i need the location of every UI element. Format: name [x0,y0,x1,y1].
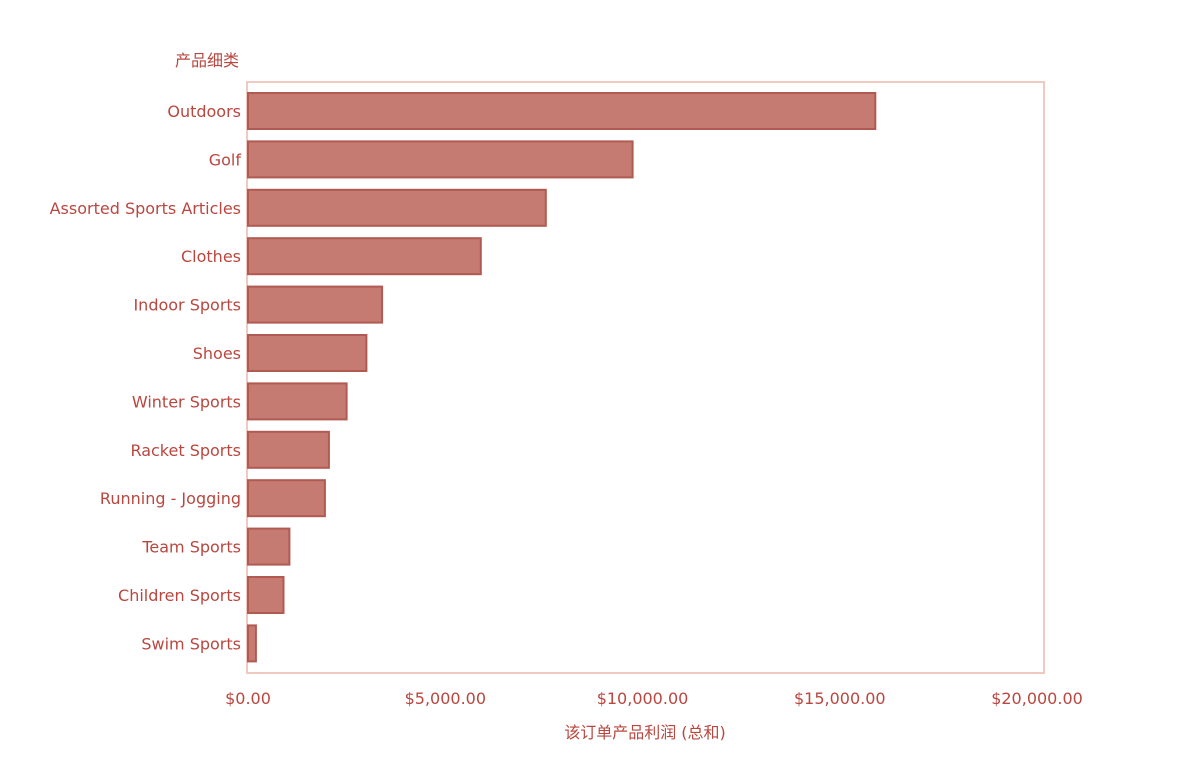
category-label: Children Sports [118,586,241,605]
category-label: Shoes [193,344,241,363]
bar-team-sports [247,527,291,566]
bar-shoes [247,334,368,372]
bar-children-sports [247,576,285,614]
x-tick-label: $0.00 [225,689,271,708]
y-axis-title: 产品细类 [175,51,239,70]
x-tick-label: $10,000.00 [597,689,689,708]
category-label: Indoor Sports [133,296,241,315]
bar-outdoors [247,92,877,130]
bar-running-jogging [247,479,326,518]
bar-golf [247,140,634,179]
category-label: Clothes [181,247,241,266]
category-label: Outdoors [167,102,241,121]
x-axis-ticks: $0.00 $5,000.00 $10,000.00 $15,000.00 $20,00… [225,689,1083,708]
bar-racket-sports [247,430,330,469]
x-tick-label: $20,000.00 [991,689,1083,708]
category-label: Running - Jogging [100,489,241,508]
bar-swim-sports [247,624,257,663]
category-label: Racket Sports [130,441,241,460]
x-tick-label: $15,000.00 [794,689,886,708]
category-label: Golf [209,150,242,169]
x-tick-label: $5,000.00 [405,689,486,708]
category-label: Team Sports [141,538,241,557]
bar-indoor-sports [247,285,384,324]
category-label: Winter Sports [132,392,241,411]
bars-group [247,92,877,663]
plot-area-frame [246,81,1045,674]
x-axis-title: 该订单产品利润 (总和) [564,723,726,742]
bar-assorted-sports-articles [247,188,547,227]
y-axis-labels: Outdoors Golf Assorted Sports Articles Clot… [50,102,242,653]
category-label: Swim Sports [141,634,241,653]
category-label: Assorted Sports Articles [50,199,241,218]
bar-winter-sports [247,382,348,421]
bar-clothes [247,237,482,276]
